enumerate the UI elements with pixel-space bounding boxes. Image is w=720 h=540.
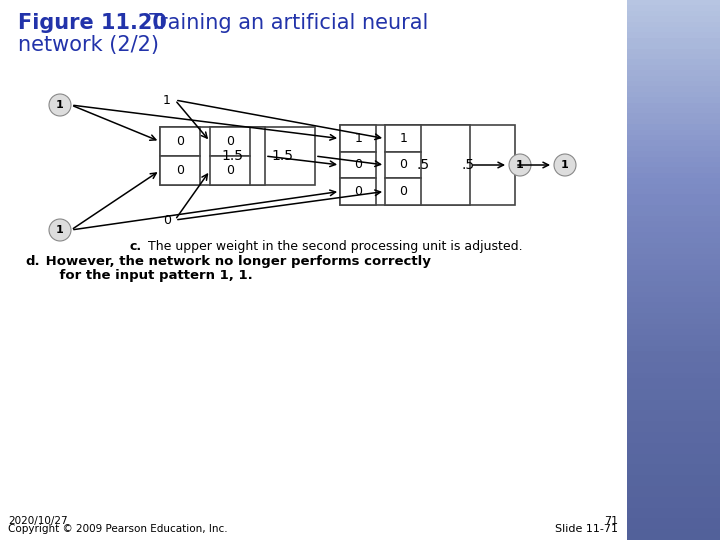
Bar (385, 178, 421, 205)
Bar (160, 156, 200, 185)
Text: d.: d. (25, 255, 40, 268)
Text: 0: 0 (176, 164, 184, 177)
Text: 1: 1 (163, 93, 171, 106)
Text: Copyright © 2009 Pearson Education, Inc.: Copyright © 2009 Pearson Education, Inc. (8, 524, 228, 534)
Bar (160, 127, 200, 156)
Text: c.: c. (130, 240, 142, 253)
Bar (340, 125, 377, 152)
Bar (385, 125, 515, 205)
Text: The upper weight in the second processing unit is adjusted.: The upper weight in the second processin… (144, 240, 523, 253)
Text: 0: 0 (399, 159, 408, 172)
Text: 71: 71 (604, 516, 618, 526)
Text: 1: 1 (400, 132, 407, 145)
Text: for the input pattern 1, 1.: for the input pattern 1, 1. (41, 269, 253, 282)
Text: Training an artificial neural: Training an artificial neural (136, 13, 428, 33)
Text: .5: .5 (462, 158, 474, 172)
Bar (385, 152, 421, 178)
Bar (210, 127, 315, 185)
Text: 0: 0 (226, 135, 234, 148)
Circle shape (49, 219, 71, 241)
Bar (210, 156, 250, 185)
Circle shape (509, 154, 531, 176)
Text: 0: 0 (354, 185, 362, 198)
Text: 0: 0 (226, 164, 234, 177)
Bar (340, 178, 377, 205)
Text: network (2/2): network (2/2) (18, 35, 159, 55)
Text: 1.5: 1.5 (271, 149, 294, 163)
Text: 0: 0 (176, 135, 184, 148)
Text: Figure 11.20: Figure 11.20 (18, 13, 167, 33)
Circle shape (554, 154, 576, 176)
Bar (385, 125, 421, 152)
Bar (340, 152, 377, 178)
Bar (210, 127, 250, 156)
Text: 2020/10/27: 2020/10/27 (8, 516, 68, 526)
Text: 1: 1 (354, 132, 362, 145)
Text: 0: 0 (163, 213, 171, 226)
Text: 1: 1 (516, 160, 524, 170)
Text: However, the network no longer performs correctly: However, the network no longer performs … (41, 255, 431, 268)
Text: 1.5: 1.5 (222, 149, 243, 163)
Text: 0: 0 (354, 159, 362, 172)
Text: .5: .5 (417, 158, 430, 172)
Text: 1: 1 (56, 100, 64, 110)
Text: 1: 1 (561, 160, 569, 170)
Text: Slide 11-71: Slide 11-71 (555, 524, 618, 534)
Text: 0: 0 (399, 185, 408, 198)
Circle shape (49, 94, 71, 116)
Bar (340, 125, 470, 205)
Bar (160, 127, 265, 185)
Text: 1: 1 (56, 225, 64, 235)
